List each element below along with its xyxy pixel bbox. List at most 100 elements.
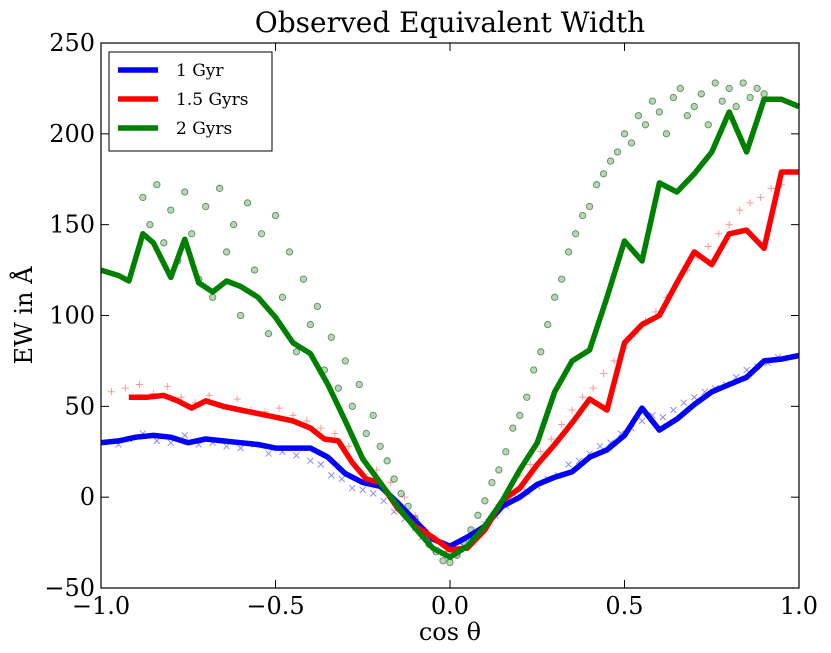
scatter-marker-1gyr [181,432,189,439]
scatter-marker-2gyr [313,302,322,311]
scatter-marker-2gyr [627,139,636,147]
scatter-marker-2gyr [669,93,678,102]
scatter-marker-1p5gyr [715,230,723,238]
scatter-marker-2gyr [250,266,259,274]
scatter-marker-2gyr [718,97,726,105]
scatter-marker-1gyr [690,393,698,401]
scatter-marker-1p5gyr [135,381,143,389]
scatter-marker-2gyr [704,121,712,129]
y-axis-label: EW in Å [9,266,38,365]
scatter-marker-2gyr [620,130,629,138]
scatter-marker-1p5gyr [746,199,754,207]
scatter-marker-2gyr [292,348,301,356]
scatter-marker-1p5gyr [757,193,765,201]
scatter-marker-2gyr [209,293,217,301]
scatter-marker-2gyr [376,442,384,450]
x-tick-label: −0.5 [246,592,304,620]
chart-title: Observed Equivalent Width [255,6,645,39]
scatter-marker-2gyr [634,112,643,120]
scatter-marker-1p5gyr [589,384,597,392]
scatter-marker-2gyr [348,402,356,410]
scatter-marker-2gyr [299,275,308,283]
scatter-marker-1p5gyr [121,384,129,392]
scatter-marker-2gyr [271,211,280,220]
scatter-marker-2gyr [188,230,196,238]
scatter-marker-1p5gyr [107,388,115,396]
scatter-marker-2gyr [439,557,447,565]
y-tick-label: 50 [64,392,95,420]
scatter-marker-1p5gyr [736,206,744,214]
scatter-marker-2gyr [544,320,552,329]
scatter-marker-2gyr [383,457,391,465]
scatter-marker-1p5gyr [537,448,545,456]
scatter-marker-2gyr [585,202,594,211]
scatter-marker-2gyr [599,170,608,178]
scatter-marker-2gyr [578,211,587,220]
scatter-marker-1p5gyr [526,460,534,468]
scatter-marker-2gyr [327,333,335,341]
scatter-marker-2gyr [571,230,580,238]
scatter-marker-1p5gyr [767,184,775,192]
scatter-marker-2gyr [257,230,266,238]
scatter-marker-1gyr [307,457,314,465]
scatter-marker-2gyr [648,97,657,105]
scatter-marker-2gyr [390,475,398,483]
scatter-marker-2gyr [530,366,538,374]
scatter-marker-1p5gyr [331,430,339,438]
scatter-marker-2gyr [676,84,684,93]
scatter-marker-2gyr [481,497,489,505]
scatter-marker-2gyr [229,221,238,229]
scatter-marker-2gyr [202,202,210,211]
scatter-marker-2gyr [146,221,154,229]
scatter-marker-2gyr [697,90,705,98]
series-line-1-gyr [100,352,800,549]
scatter-marker-1gyr [680,399,688,407]
scatter-marker-2gyr [565,248,573,256]
scatter-marker-2gyr [264,330,273,338]
legend: 1 Gyr 1.5 Gyrs 2 Gyrs [108,51,273,152]
legend-label: 2 Gyrs [176,119,232,139]
scatter-marker-2gyr [369,411,377,420]
scatter-marker-1p5gyr [558,421,566,428]
x-tick-label: 0.5 [605,592,643,620]
scatter-marker-2gyr [341,357,349,365]
scatter-marker-1p5gyr [163,382,171,390]
scatter-marker-1gyr [265,450,272,457]
scatter-marker-1p5gyr [205,391,213,399]
scatter-marker-2gyr [613,148,622,156]
scatter-marker-2gyr [216,184,224,192]
scatter-marker-1gyr [596,442,604,450]
series-line-1-5-gyrs [128,169,799,553]
scatter-marker-1gyr [369,490,377,497]
scatter-marker-1p5gyr [579,393,587,401]
scatter-marker-1p5gyr [275,404,283,412]
x-tick-label: −1.0 [72,592,130,620]
scatter-marker-1p5gyr [387,479,395,487]
scatter-marker-1gyr [327,472,335,479]
scatter-marker-1gyr [317,461,325,468]
scatter-marker-1p5gyr [600,370,608,378]
scatter-marker-2gyr [606,157,615,165]
scatter-marker-2gyr [502,448,510,456]
legend-label: 1 Gyr [176,61,224,81]
scatter-marker-1p5gyr [373,466,381,474]
y-tick-label: 0 [80,483,95,511]
legend-label: 1.5 Gyrs [176,90,248,110]
scatter-marker-1gyr [338,475,346,483]
scatter-marker-1p5gyr [289,411,297,419]
x-tick-label: 1.0 [780,592,818,620]
scatter-marker-2gyr [362,429,370,438]
scatter-marker-2gyr [641,121,650,129]
x-tick-label: 0.0 [431,592,469,620]
scatter-marker-1gyr [638,417,646,425]
scatter-marker-2gyr [334,384,342,392]
scatter-marker-2gyr [153,181,161,189]
scatter-marker-2gyr [655,108,664,116]
scatter-marker-1gyr [237,444,244,452]
scatter-marker-2gyr [732,102,740,111]
scatter-marker-1gyr [348,484,356,492]
scatter-marker-2gyr [236,311,245,320]
scatter-marker-2gyr [160,239,168,247]
scatter-marker-2gyr [516,411,524,420]
scatter-marker-1p5gyr [610,357,618,365]
